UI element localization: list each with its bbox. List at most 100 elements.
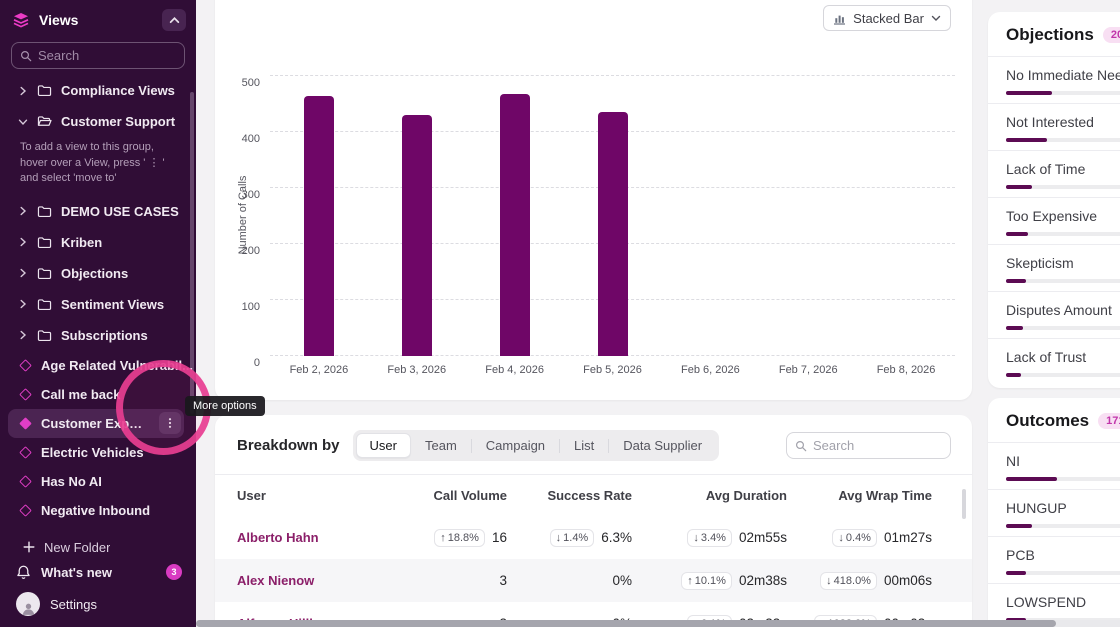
- sidebar-item-demo-use-cases[interactable]: DEMO USE CASES: [0, 196, 196, 227]
- table-scrollbar[interactable]: [962, 489, 966, 519]
- chevron-right-icon: [18, 330, 28, 340]
- views-sidebar: Views Compliance Views Customer Support To…: [0, 0, 196, 627]
- metric-item-lack-of-trust[interactable]: Lack of Trust: [988, 338, 1120, 385]
- progress-fill: [1006, 477, 1057, 481]
- bar-chart-plot: 0 100 200 300 400 500 Feb 2, 2026 Feb 3, 2026 Fe…: [242, 48, 955, 376]
- user-link[interactable]: Alex Nienow: [237, 573, 315, 588]
- more-options-button[interactable]: [159, 412, 181, 435]
- x-tick-label: Feb 2, 2026: [289, 364, 349, 376]
- sidebar-item-call-me-back[interactable]: Call me back: [0, 380, 196, 409]
- progress-fill: [1006, 373, 1022, 377]
- x-tick-label: Feb 5, 2026: [583, 364, 642, 376]
- call-volume-cell: 3: [377, 573, 507, 588]
- layers-icon: [12, 12, 30, 28]
- sidebar-item-subscriptions[interactable]: Subscriptions: [0, 320, 196, 351]
- metric-item-ni[interactable]: NI: [988, 442, 1120, 489]
- sidebar-search[interactable]: [11, 42, 185, 69]
- metric-item-disputes-amount[interactable]: Disputes Amount: [988, 291, 1120, 338]
- objections-list: No Immediate Need Not Interested Lack of T…: [988, 56, 1120, 385]
- progress-fill: [1006, 232, 1029, 236]
- trend-delta: 10.1%: [694, 574, 726, 587]
- view-label: Age Related Vulnerabil...: [41, 357, 193, 373]
- trend-chip: ↓ 1.4%: [549, 528, 595, 547]
- bar-feb-5-2026[interactable]: [597, 112, 628, 356]
- metric-label: HUNGUP: [1006, 500, 1067, 516]
- progress-fill: [1006, 91, 1052, 95]
- search-icon: [795, 440, 807, 452]
- metric-item-no-immediate-need[interactable]: No Immediate Need: [988, 56, 1120, 103]
- tab-separator: [559, 438, 561, 453]
- sidebar-item-sentiment-views[interactable]: Sentiment Views: [0, 289, 196, 320]
- folder-label: Objections: [61, 265, 129, 281]
- y-tick-label: 0: [253, 357, 260, 369]
- breakdown-tabs: User Team Campaign List Data Supplier: [352, 430, 720, 461]
- plus-icon: [23, 541, 35, 553]
- tab-data-supplier[interactable]: Data Supplier: [609, 433, 716, 458]
- sidebar-item-has-no-ai[interactable]: Has No AI: [0, 467, 196, 496]
- avg-wrap-cell: ↓ 0.4% 01m27s: [787, 528, 932, 547]
- metric-item-hungup[interactable]: HUNGUP: [988, 489, 1120, 536]
- progress-track: [1006, 138, 1120, 142]
- whats-new-badge: 3: [166, 564, 182, 580]
- folder-icon: [37, 205, 52, 218]
- metric-item-pcb[interactable]: PCB: [988, 536, 1120, 583]
- chevron-up-icon: [169, 15, 180, 26]
- progress-fill: [1006, 326, 1023, 330]
- metric-item-skepticism[interactable]: Skepticism: [988, 244, 1120, 291]
- trend-delta: 3.4%: [700, 531, 726, 544]
- cell-value: 02m55s: [738, 530, 787, 545]
- sidebar-scrollbar[interactable]: [190, 92, 194, 414]
- chevron-right-icon: [18, 299, 28, 309]
- sidebar-item-compliance-views[interactable]: Compliance Views: [0, 75, 196, 106]
- metric-item-lack-of-time[interactable]: Lack of Time: [988, 150, 1120, 197]
- sidebar-item-list: Compliance Views Customer Support To add a…: [0, 75, 196, 563]
- whats-new-item[interactable]: What's new 3: [0, 557, 196, 587]
- folder-label: Customer Support: [61, 114, 176, 129]
- bar-feb-4-2026[interactable]: [499, 93, 530, 356]
- cell-value: 02m38s: [738, 573, 787, 588]
- tab-team[interactable]: Team: [411, 433, 471, 458]
- cell-value: 00m06s: [883, 573, 932, 588]
- trend-chip: ↓ 0.4%: [832, 528, 877, 547]
- sidebar-item-age-related-vulnerabil[interactable]: Age Related Vulnerabil...: [0, 351, 196, 380]
- tab-campaign[interactable]: Campaign: [472, 433, 559, 458]
- sidebar-search-input[interactable]: [38, 48, 176, 63]
- sidebar-item-new-folder[interactable]: New Folder: [0, 532, 196, 563]
- bar-feb-3-2026[interactable]: [401, 115, 432, 356]
- view-label: Customer Experien...: [41, 415, 148, 431]
- collapse-sidebar-button[interactable]: [162, 9, 186, 31]
- view-label: Has No AI: [41, 473, 102, 489]
- gridline-500: [270, 75, 955, 76]
- breakdown-search[interactable]: [786, 432, 951, 459]
- tab-list[interactable]: List: [560, 433, 608, 458]
- settings-item[interactable]: Settings: [0, 587, 196, 621]
- chevron-down-icon: [931, 13, 941, 23]
- metric-item-not-interested[interactable]: Not Interested: [988, 103, 1120, 150]
- user-link[interactable]: Alberto Hahn: [237, 530, 319, 545]
- sidebar-item-negative-inbound[interactable]: Negative Inbound: [0, 496, 196, 525]
- metric-label: Not Interested: [1006, 114, 1094, 130]
- table-row: Alex Nienow 3 0% ↑ 10.1% 02m38s ↓ 418.0% 00m06s: [215, 559, 972, 602]
- metric-item-too-expensive[interactable]: Too Expensive: [988, 197, 1120, 244]
- sidebar-item-kriben[interactable]: Kriben: [0, 227, 196, 258]
- cell-value: 3: [499, 573, 507, 588]
- avatar: [16, 592, 40, 616]
- horizontal-scrollbar-thumb[interactable]: [196, 620, 1056, 627]
- sidebar-item-objections[interactable]: Objections: [0, 258, 196, 289]
- chart-type-selector[interactable]: Stacked Bar: [823, 5, 951, 31]
- breakdown-header: Breakdown by User Team Campaign List Data Su…: [215, 415, 972, 474]
- sidebar-title: Views: [39, 12, 79, 28]
- search-icon: [20, 50, 32, 62]
- progress-track: [1006, 91, 1120, 95]
- outcomes-count-badge: 171: [1098, 413, 1120, 429]
- x-tick-label: Feb 8, 2026: [876, 364, 936, 376]
- breakdown-card: Breakdown by User Team Campaign List Data Su…: [215, 415, 972, 627]
- bar-feb-2-2026[interactable]: [303, 96, 334, 356]
- folder-icon: [37, 84, 52, 97]
- tab-user[interactable]: User: [355, 433, 411, 458]
- breakdown-search-input[interactable]: [813, 438, 942, 453]
- trend-delta: 18.8%: [447, 531, 479, 544]
- sidebar-item-customer-experien[interactable]: Customer Experien...: [8, 408, 184, 438]
- sidebar-item-customer-support[interactable]: Customer Support: [0, 106, 196, 137]
- sidebar-item-electric-vehicles[interactable]: Electric Vehicles: [0, 438, 196, 467]
